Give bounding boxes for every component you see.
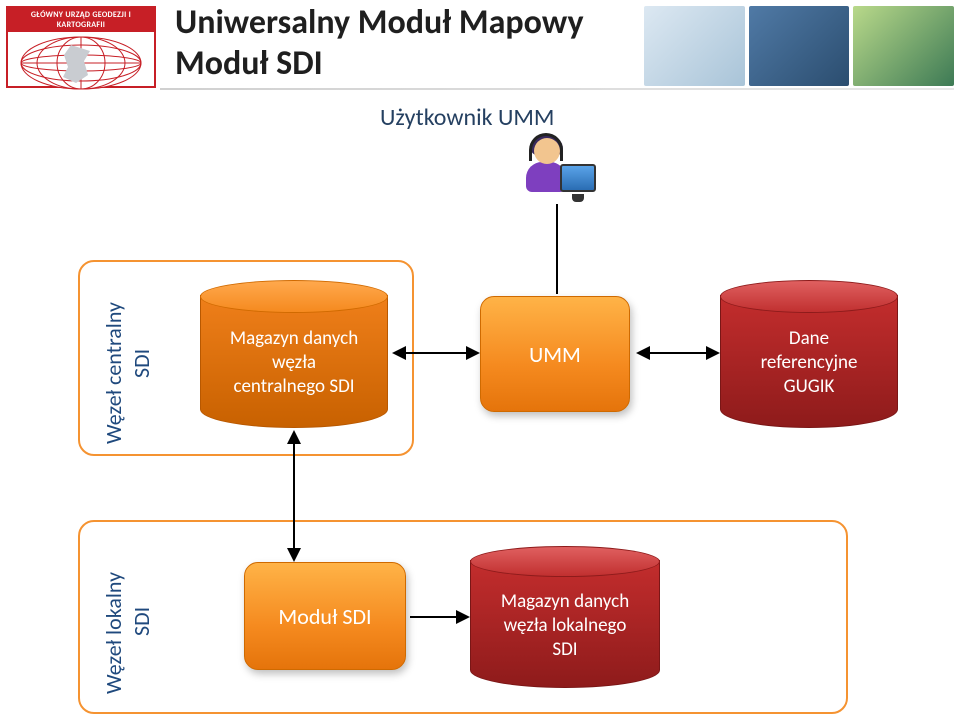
arrow-magcen-modul-head-d — [287, 548, 301, 562]
node-umm: UMM — [480, 296, 630, 412]
cylinder-dane-referencyjne: Dane referencyjne GUGIK — [720, 280, 898, 428]
cyl-mag-lok-l2: węzła lokalnego — [504, 614, 627, 637]
arrow-magcen-modul-line — [293, 444, 295, 548]
node-umm-label: UMM — [529, 341, 581, 368]
cyl-ref-l2: referencyjne — [761, 351, 858, 374]
arrow-umm-ref-head-l — [636, 346, 650, 360]
cyl-mag-cen-l2: węzła — [272, 351, 316, 374]
vlabel-lokalny-2: SDI — [128, 607, 155, 636]
cylinder-magazyn-lokalny: Magazyn danych węzła lokalnego SDI — [470, 546, 660, 688]
cyl-mag-cen-l1: Magazyn danych — [230, 327, 358, 350]
arrow-magcen-modul-head-u — [287, 430, 301, 444]
cyl-ref-l3: GUGIK — [784, 374, 835, 397]
node-modul-sdi: Moduł SDI — [244, 562, 406, 670]
cyl-mag-cen-l3: centralnego SDI — [233, 374, 354, 397]
arrow-mag-umm-head-r — [466, 346, 480, 360]
cyl-mag-lok-l3: SDI — [552, 637, 577, 660]
user-label: Użytkownik UMM — [380, 103, 554, 132]
cyl-mag-lok-l1: Magazyn danych — [501, 590, 629, 613]
vlabel-lokalny-1: Węzeł lokalny — [100, 572, 127, 694]
arrow-mag-umm-line — [406, 352, 466, 354]
arrow-mag-umm-head-l — [392, 346, 406, 360]
node-modul-sdi-label: Moduł SDI — [278, 603, 371, 630]
arrow-modul-maglok-head — [456, 610, 470, 624]
arrow-umm-ref-line — [650, 352, 706, 354]
vlabel-centralny-1: Węzeł centralny — [100, 302, 127, 444]
arrow-modul-maglok-line — [410, 616, 456, 618]
cylinder-magazyn-centralny: Magazyn danych węzła centralnego SDI — [200, 280, 388, 428]
arrow-user-umm-line — [556, 204, 558, 294]
cyl-ref-l1: Dane — [789, 327, 829, 350]
vlabel-centralny-2: SDI — [128, 349, 155, 378]
diagram: Użytkownik UMM Węzeł centralny SDI Węzeł… — [0, 0, 960, 720]
arrow-umm-ref-head-r — [706, 346, 720, 360]
user-avatar-icon — [520, 136, 598, 206]
